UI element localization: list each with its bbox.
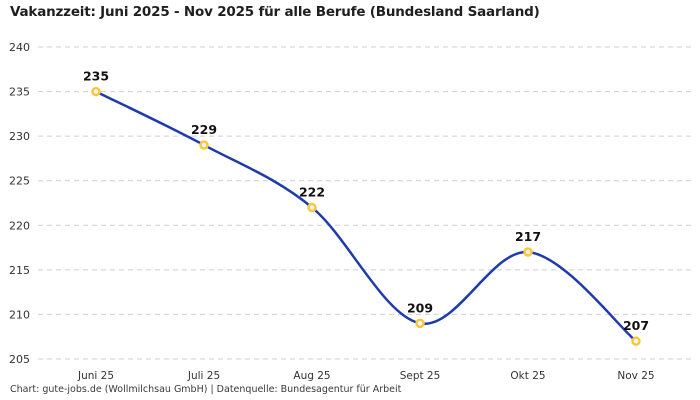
data-point-label: 217 bbox=[515, 229, 541, 244]
y-tick-label: 240 bbox=[9, 41, 30, 54]
data-point-label: 209 bbox=[407, 300, 433, 315]
data-point-marker[interactable] bbox=[307, 202, 317, 213]
data-point-marker[interactable] bbox=[415, 318, 425, 329]
x-tick-label: Nov 25 bbox=[617, 370, 654, 382]
data-point-label: 207 bbox=[623, 318, 649, 333]
x-tick-label: Okt 25 bbox=[510, 370, 545, 382]
x-tick-label: Sept 25 bbox=[400, 370, 441, 382]
y-tick-label: 225 bbox=[9, 175, 30, 188]
y-tick-label: 220 bbox=[9, 219, 30, 232]
data-point-marker[interactable] bbox=[631, 336, 641, 346]
x-tick-label: Aug 25 bbox=[293, 370, 330, 382]
chart-attribution: Chart: gute-jobs.de (Wollmilchsau GmbH) … bbox=[10, 384, 402, 395]
data-point-label: 235 bbox=[83, 69, 109, 84]
y-tick-label: 230 bbox=[9, 130, 30, 143]
data-point-marker[interactable] bbox=[523, 247, 533, 257]
chart-title: Vakanzzeit: Juni 2025 - Nov 2025 für all… bbox=[10, 4, 540, 20]
data-point-marker[interactable] bbox=[91, 86, 101, 97]
data-point-marker[interactable] bbox=[199, 140, 209, 150]
y-tick-label: 205 bbox=[9, 353, 30, 366]
series-line bbox=[94, 90, 638, 343]
data-point-label: 229 bbox=[191, 122, 217, 137]
x-tick-label: Juli 25 bbox=[187, 370, 220, 382]
y-tick-label: 215 bbox=[9, 264, 30, 277]
data-point-label: 222 bbox=[299, 184, 325, 199]
x-tick-label: Juni 25 bbox=[77, 370, 114, 382]
y-tick-label: 210 bbox=[9, 308, 30, 321]
y-tick-label: 235 bbox=[9, 86, 30, 99]
